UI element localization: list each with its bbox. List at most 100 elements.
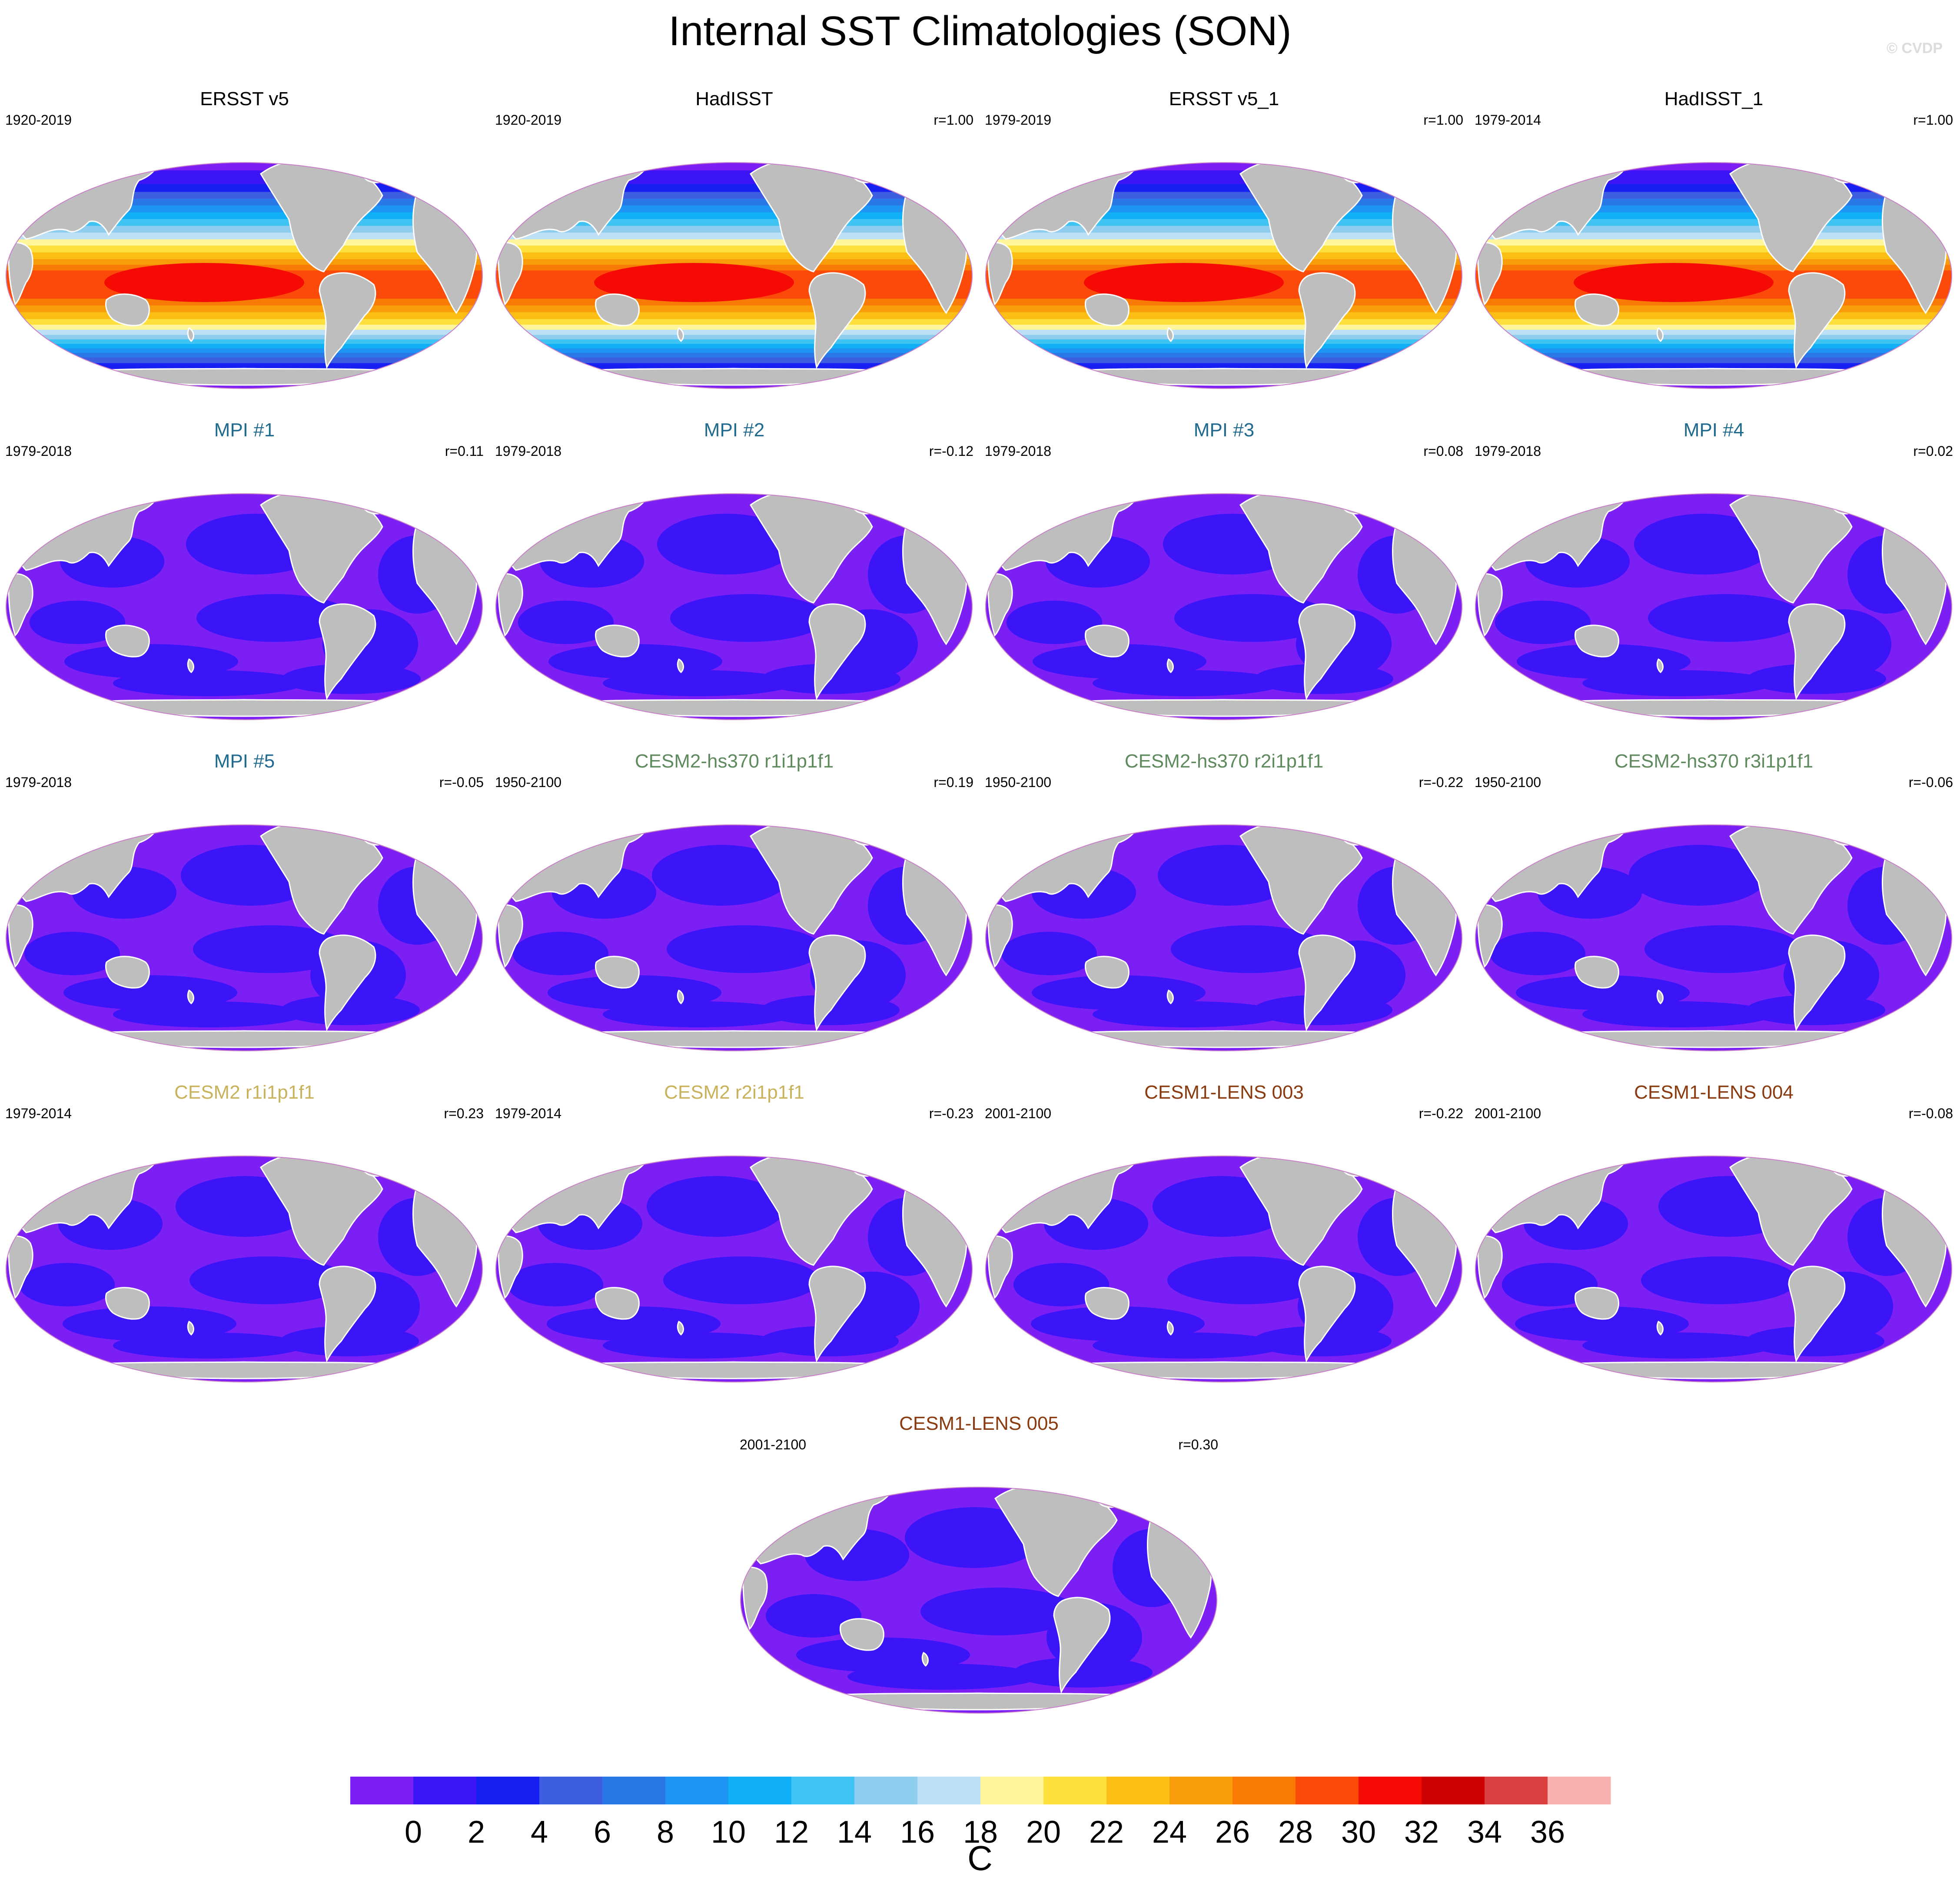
land-australia: [595, 293, 640, 326]
sst-contour: [1093, 1001, 1284, 1027]
sst-map: [985, 1156, 1462, 1382]
land-antarctica: [1031, 1030, 1415, 1048]
sst-contour: [1033, 644, 1206, 679]
land-africa: [8, 242, 33, 306]
land-antarctica: [52, 1030, 435, 1048]
colorbar-tick-label: 12: [774, 1815, 809, 1850]
sst-band: [986, 252, 1462, 260]
sst-band: [6, 312, 482, 320]
land-nz: [677, 327, 684, 342]
sst-map: [6, 824, 483, 1051]
colorbar-tick-label: 32: [1404, 1815, 1439, 1850]
colorbar-bin: [917, 1777, 981, 1804]
map-panel: MPI #5 1979-2018 r=-0.05: [0, 749, 489, 1080]
panel-title: MPI #2: [704, 419, 765, 441]
land-samerica: [1788, 272, 1846, 369]
sst-contour: [1174, 594, 1331, 642]
land-samerica: [808, 603, 866, 701]
panel-correlation: r=0.08: [1423, 443, 1463, 459]
sst-band: [6, 170, 482, 185]
sst-band: [1475, 163, 1952, 171]
panel-years: 1979-2018: [985, 443, 1052, 459]
sst-band: [1475, 226, 1952, 233]
sst-contour: [1644, 925, 1801, 973]
sst-band: [1475, 335, 1952, 340]
map-panel: ERSST v5 1920-2019: [0, 87, 489, 417]
panel-years: 1979-2018: [5, 774, 72, 790]
panel-correlation: r=-0.12: [929, 443, 973, 459]
sst-band: [1475, 233, 1952, 240]
sst-band: [986, 163, 1462, 171]
panel-correlation: r=0.02: [1913, 443, 1953, 459]
sst-contour: [670, 594, 827, 642]
sst-band: [496, 344, 972, 349]
land-nz: [1166, 327, 1174, 342]
colorbar-bin: [1043, 1777, 1107, 1804]
panel-correlation: r=-0.22: [1419, 1106, 1463, 1121]
sst-contour: [1252, 1326, 1392, 1356]
panel-title: CESM2-hs370 r3i1p1f1: [1614, 751, 1814, 772]
sst-band: [496, 329, 972, 336]
sst-band: [1475, 184, 1952, 193]
land-nz: [187, 989, 194, 1005]
sst-contour: [113, 1001, 304, 1027]
panel-title: CESM2-hs370 r2i1p1f1: [1124, 751, 1324, 772]
sst-contour: [1745, 1326, 1884, 1356]
sst-band: [986, 353, 1462, 358]
map-outline: [740, 1487, 1217, 1714]
sst-contour: [652, 845, 791, 906]
panel-correlation: r=1.00: [1913, 112, 1953, 128]
land-nz: [677, 1320, 684, 1336]
land-samerica: [1298, 934, 1356, 1032]
sst-band: [1475, 357, 1952, 364]
colorbar-units: C: [967, 1839, 993, 1877]
land-nz: [921, 1651, 929, 1667]
panel-title: MPI #1: [214, 419, 275, 441]
sst-contour: [1490, 932, 1585, 975]
sst-band: [496, 363, 972, 369]
land-australia: [1085, 293, 1129, 326]
panel-title: CESM2 r2i1p1f1: [664, 1082, 804, 1103]
copyright-label: © CVDP: [1887, 40, 1943, 56]
land-australia: [1085, 956, 1129, 989]
land-antarctica: [1031, 1361, 1415, 1379]
sst-contour: [1502, 1263, 1598, 1306]
sst-contour: [847, 1664, 1039, 1690]
sst-band: [986, 305, 1462, 313]
sst-band: [986, 226, 1462, 233]
panel-correlation: r=-0.22: [1419, 774, 1463, 790]
sst-contour: [113, 670, 304, 696]
sst-map: [495, 824, 973, 1051]
land-nz: [1166, 1320, 1174, 1336]
land-australia: [105, 1287, 150, 1320]
sst-map: [1475, 162, 1952, 389]
map-outline: [495, 824, 973, 1051]
colorbar-bin: [1296, 1777, 1359, 1804]
sst-band: [986, 325, 1462, 330]
land-nz: [187, 327, 194, 342]
land-africa: [8, 1235, 33, 1299]
map-outline: [495, 1156, 973, 1382]
map-panel: CESM1-LENS 005 2001-2100 r=0.30: [734, 1412, 1223, 1742]
land-australia: [105, 293, 150, 326]
sst-contour: [1167, 1256, 1324, 1304]
sst-contour: [1007, 601, 1102, 644]
map-outline: [495, 493, 973, 720]
colorbar-tick-label: 26: [1215, 1815, 1250, 1850]
sst-contour: [1516, 975, 1690, 1010]
sst-map: [985, 493, 1462, 720]
sst-band: [496, 305, 972, 313]
sst-band: [986, 329, 1462, 336]
land-antarctica: [52, 1361, 435, 1379]
sst-band: [496, 348, 972, 354]
sst-band: [496, 219, 972, 226]
panel-years: 1979-2018: [1475, 443, 1541, 459]
land-antarctica: [1031, 699, 1415, 717]
sst-band: [496, 163, 972, 171]
land-samerica: [1788, 934, 1846, 1032]
land-africa: [8, 904, 33, 968]
panel-title: CESM1-LENS 004: [1634, 1082, 1794, 1103]
map-panel: CESM2-hs370 r1i1p1f1 1950-2100 r=0.19: [490, 749, 979, 1080]
sst-map: [6, 1156, 483, 1382]
map-panel: CESM1-LENS 004 2001-2100 r=-0.08: [1469, 1080, 1958, 1411]
